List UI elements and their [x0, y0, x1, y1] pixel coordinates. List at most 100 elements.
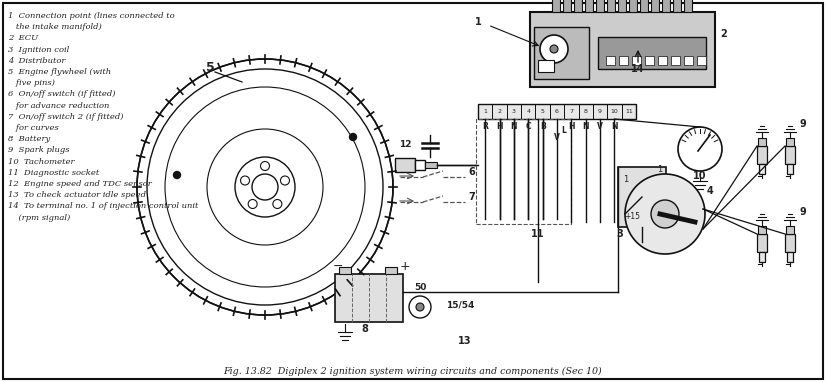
- Text: 7: 7: [569, 109, 573, 114]
- Text: 4: 4: [526, 109, 530, 114]
- Circle shape: [280, 176, 289, 185]
- Text: 7: 7: [468, 192, 475, 202]
- Text: 2: 2: [720, 29, 727, 39]
- Text: 5: 5: [541, 109, 544, 114]
- Bar: [535, 104, 550, 119]
- Bar: [640, 0, 648, 12]
- Text: 9: 9: [800, 207, 807, 217]
- Text: 13  To check actuator idle speed: 13 To check actuator idle speed: [8, 191, 146, 199]
- Bar: [787, 252, 793, 262]
- Text: 12  Engine speed and TDC sensor: 12 Engine speed and TDC sensor: [8, 180, 151, 188]
- Text: 9: 9: [800, 119, 807, 129]
- Text: 1  Connection point (lines connected to: 1 Connection point (lines connected to: [8, 12, 174, 20]
- Circle shape: [550, 45, 558, 53]
- Bar: [425, 162, 437, 168]
- Bar: [552, 0, 560, 12]
- Text: (rpm signal): (rpm signal): [8, 214, 70, 222]
- Bar: [385, 267, 397, 274]
- Bar: [786, 226, 794, 234]
- Text: 11: 11: [531, 229, 545, 239]
- Bar: [671, 56, 680, 65]
- Bar: [787, 164, 793, 174]
- Text: V: V: [554, 133, 560, 142]
- Text: 3: 3: [616, 229, 623, 239]
- Text: 5  Engine flywheel (with: 5 Engine flywheel (with: [8, 68, 111, 76]
- Text: five pins): five pins): [8, 79, 55, 87]
- Bar: [606, 56, 615, 65]
- Text: N: N: [611, 122, 618, 131]
- Text: 13: 13: [458, 336, 471, 346]
- Bar: [574, 0, 582, 12]
- Circle shape: [261, 162, 270, 170]
- Text: 1: 1: [657, 165, 662, 174]
- Bar: [684, 0, 692, 12]
- Text: 15/54: 15/54: [446, 300, 474, 309]
- Bar: [530, 12, 715, 87]
- Text: 12: 12: [399, 140, 411, 149]
- Bar: [619, 56, 628, 65]
- Bar: [598, 37, 706, 69]
- Circle shape: [273, 199, 282, 209]
- Circle shape: [174, 172, 180, 178]
- Circle shape: [651, 200, 679, 228]
- Text: 6: 6: [468, 167, 475, 177]
- Bar: [478, 104, 492, 119]
- Bar: [579, 104, 593, 119]
- Circle shape: [540, 35, 568, 63]
- Text: +15: +15: [624, 212, 640, 221]
- Text: R: R: [482, 122, 488, 131]
- Bar: [618, 0, 626, 12]
- Text: 10: 10: [610, 109, 619, 114]
- Bar: [629, 0, 637, 12]
- Text: 50: 50: [414, 283, 426, 292]
- Bar: [339, 267, 351, 274]
- Bar: [651, 0, 659, 12]
- Bar: [585, 0, 593, 12]
- Text: L: L: [562, 126, 566, 135]
- Bar: [335, 274, 403, 322]
- Text: 9: 9: [598, 109, 602, 114]
- Text: N: N: [582, 122, 589, 131]
- Text: the intake manifold): the intake manifold): [8, 23, 102, 31]
- Text: 1: 1: [475, 17, 482, 27]
- Circle shape: [248, 199, 257, 209]
- Bar: [521, 104, 535, 119]
- Bar: [673, 0, 681, 12]
- Bar: [632, 56, 641, 65]
- Text: 14: 14: [631, 64, 645, 74]
- Text: 11: 11: [625, 109, 633, 114]
- Bar: [607, 0, 615, 12]
- Text: 3  Ignition coil: 3 Ignition coil: [8, 45, 69, 53]
- Circle shape: [137, 59, 393, 315]
- Bar: [538, 60, 554, 72]
- Bar: [759, 252, 765, 262]
- Text: 9  Spark plugs: 9 Spark plugs: [8, 146, 69, 154]
- Bar: [478, 104, 636, 119]
- Text: 1: 1: [623, 175, 629, 184]
- Bar: [622, 104, 636, 119]
- Text: N: N: [510, 122, 517, 131]
- Circle shape: [678, 127, 722, 171]
- Text: 7  On/off switch 2 (if fitted): 7 On/off switch 2 (if fitted): [8, 113, 123, 121]
- Text: 8: 8: [584, 109, 588, 114]
- Bar: [757, 146, 767, 164]
- Circle shape: [625, 174, 705, 254]
- Bar: [786, 138, 794, 146]
- Bar: [759, 164, 765, 174]
- Bar: [662, 0, 670, 12]
- Text: 14  To terminal no. 1 of injection control unit: 14 To terminal no. 1 of injection contro…: [8, 202, 198, 210]
- Bar: [550, 104, 564, 119]
- Bar: [658, 56, 667, 65]
- Bar: [492, 104, 507, 119]
- Bar: [757, 234, 767, 252]
- Text: 2  ECU: 2 ECU: [8, 34, 38, 42]
- Text: H: H: [496, 122, 503, 131]
- Circle shape: [350, 133, 356, 141]
- Bar: [593, 104, 607, 119]
- Text: 8: 8: [361, 324, 369, 334]
- Text: 8  Battery: 8 Battery: [8, 135, 50, 143]
- Text: 10: 10: [693, 171, 707, 181]
- Text: C: C: [525, 122, 531, 131]
- Circle shape: [252, 174, 278, 200]
- Bar: [607, 104, 622, 119]
